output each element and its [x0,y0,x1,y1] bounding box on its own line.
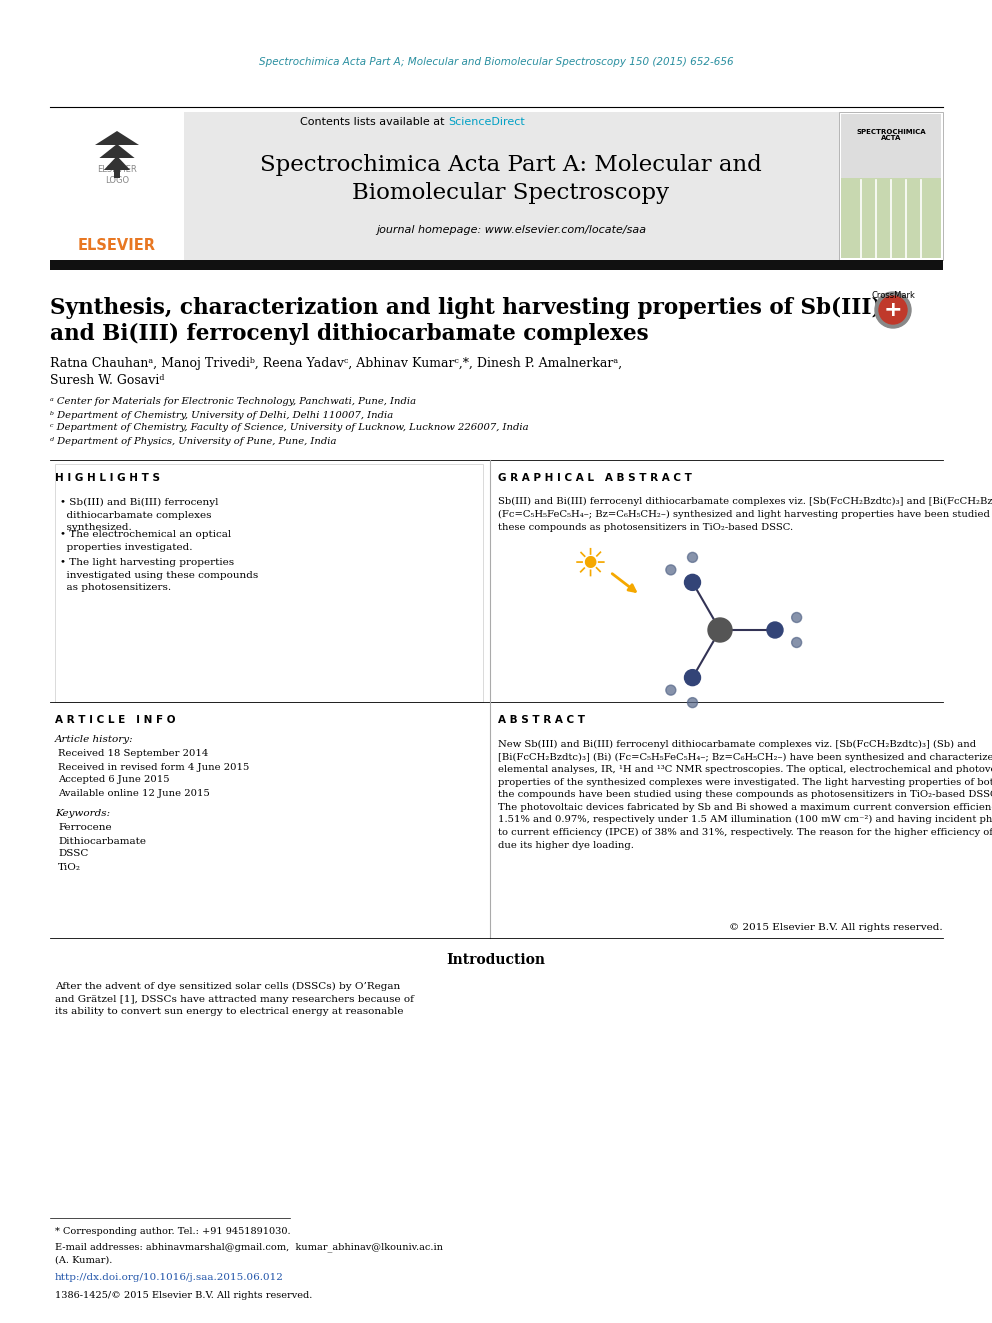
Text: http://dx.doi.org/10.1016/j.saa.2015.06.012: http://dx.doi.org/10.1016/j.saa.2015.06.… [55,1274,284,1282]
Text: Spectrochimica Acta Part A; Molecular and Biomolecular Spectroscopy 150 (2015) 6: Spectrochimica Acta Part A; Molecular an… [259,57,733,67]
Bar [841,179,941,258]
Bar [839,112,943,261]
Text: (A. Kumar).: (A. Kumar). [55,1256,112,1265]
Text: Biomolecular Spectroscopy: Biomolecular Spectroscopy [352,183,670,204]
Text: • Sb(III) and Bi(III) ferrocenyl
  dithiocarbamate complexes
  synthesized.: • Sb(III) and Bi(III) ferrocenyl dithioc… [60,497,218,532]
Circle shape [666,685,676,695]
Text: CrossMark: CrossMark [871,291,915,300]
Text: Available online 12 June 2015: Available online 12 June 2015 [58,789,210,798]
Circle shape [687,697,697,708]
Text: • The light harvesting properties
  investigated using these compounds
  as phot: • The light harvesting properties invest… [60,558,258,591]
Circle shape [792,613,802,623]
Text: (Fc=C₅H₅FeC₅H₄–; Bz=C₆H₅CH₂–) synthesized and light harvesting properties have b: (Fc=C₅H₅FeC₅H₄–; Bz=C₆H₅CH₂–) synthesize… [498,509,992,519]
Text: and Bi(III) ferrocenyl dithiocarbamate complexes: and Bi(III) ferrocenyl dithiocarbamate c… [50,323,649,345]
Text: ☀: ☀ [572,546,607,583]
Text: • The electrochemical an optical
  properties investigated.: • The electrochemical an optical propert… [60,531,231,552]
Text: these compounds as photosensitizers in TiO₂-based DSSC.: these compounds as photosensitizers in T… [498,523,794,532]
Text: ELSEVIER: ELSEVIER [78,238,156,254]
Text: 1386-1425/© 2015 Elsevier B.V. All rights reserved.: 1386-1425/© 2015 Elsevier B.V. All right… [55,1290,312,1299]
Text: G R A P H I C A L   A B S T R A C T: G R A P H I C A L A B S T R A C T [498,474,691,483]
Circle shape [875,292,911,328]
Text: E-mail addresses: abhinavmarshal@gmail.com,  kumar_abhinav@lkouniv.ac.in: E-mail addresses: abhinavmarshal@gmail.c… [55,1242,442,1252]
Text: ᵇ Department of Chemistry, University of Delhi, Delhi 110007, India: ᵇ Department of Chemistry, University of… [50,410,393,419]
Text: Accepted 6 June 2015: Accepted 6 June 2015 [58,775,170,785]
Bar [841,114,941,180]
Circle shape [684,574,700,590]
Text: ELSEVIER
LOGO: ELSEVIER LOGO [97,165,137,185]
Text: SPECTROCHIMICA
ACTA: SPECTROCHIMICA ACTA [856,128,926,142]
Text: Received in revised form 4 June 2015: Received in revised form 4 June 2015 [58,762,249,771]
Circle shape [687,553,697,562]
Text: Ratna Chauhanᵃ, Manoj Trivediᵇ, Reena Yadavᶜ, Abhinav Kumarᶜ,*, Dinesh P. Amalne: Ratna Chauhanᵃ, Manoj Trivediᵇ, Reena Ya… [50,357,622,370]
Text: Ferrocene: Ferrocene [58,823,112,832]
Polygon shape [99,144,135,157]
Text: Synthesis, characterization and light harvesting properties of Sb(III): Synthesis, characterization and light ha… [50,296,882,319]
Text: ᶜ Department of Chemistry, Faculty of Science, University of Lucknow, Lucknow 22: ᶜ Department of Chemistry, Faculty of Sc… [50,423,529,433]
Text: Introduction: Introduction [446,953,546,967]
Text: Keywords:: Keywords: [55,810,110,819]
Text: journal homepage: www.elsevier.com/locate/saa: journal homepage: www.elsevier.com/locat… [376,225,646,235]
Text: +: + [884,300,903,320]
Bar [50,112,184,261]
Circle shape [879,296,907,324]
Text: H I G H L I G H T S: H I G H L I G H T S [55,474,160,483]
Text: After the advent of dye sensitized solar cells (DSSCs) by O’Regan
and Grätzel [1: After the advent of dye sensitized solar… [55,982,414,1016]
Text: Contents lists available at: Contents lists available at [300,116,448,127]
Text: DSSC: DSSC [58,849,88,859]
Text: Suresh W. Gosaviᵈ: Suresh W. Gosaviᵈ [50,374,165,388]
Polygon shape [104,156,130,169]
Bar [50,261,943,270]
Circle shape [708,618,732,642]
Bar [55,464,483,703]
Text: * Corresponding author. Tel.: +91 9451891030.: * Corresponding author. Tel.: +91 945189… [55,1228,291,1237]
Polygon shape [95,131,139,146]
Text: ᵃ Center for Materials for Electronic Technology, Panchwati, Pune, India: ᵃ Center for Materials for Electronic Te… [50,397,416,406]
Circle shape [684,669,700,685]
Circle shape [666,565,676,576]
Circle shape [792,638,802,647]
Text: Sb(III) and Bi(III) ferrocenyl dithiocarbamate complexes viz. [Sb(FcCH₂Bzdtc)₃] : Sb(III) and Bi(III) ferrocenyl dithiocar… [498,497,992,507]
Text: Dithiocarbamate: Dithiocarbamate [58,836,146,845]
Text: A R T I C L E   I N F O: A R T I C L E I N F O [55,714,176,725]
Text: ᵈ Department of Physics, University of Pune, Pune, India: ᵈ Department of Physics, University of P… [50,437,336,446]
Text: TiO₂: TiO₂ [58,863,81,872]
Text: New Sb(III) and Bi(III) ferrocenyl dithiocarbamate complexes viz. [Sb(FcCH₂Bzdtc: New Sb(III) and Bi(III) ferrocenyl dithi… [498,740,992,849]
Bar [114,168,120,179]
Text: Article history:: Article history: [55,736,134,745]
Text: Received 18 September 2014: Received 18 September 2014 [58,750,208,758]
Text: A B S T R A C T: A B S T R A C T [498,714,585,725]
Text: © 2015 Elsevier B.V. All rights reserved.: © 2015 Elsevier B.V. All rights reserved… [729,923,943,933]
Bar [184,112,839,261]
Text: ScienceDirect: ScienceDirect [448,116,525,127]
Circle shape [767,622,783,638]
Text: Spectrochimica Acta Part A: Molecular and: Spectrochimica Acta Part A: Molecular an… [260,153,762,176]
